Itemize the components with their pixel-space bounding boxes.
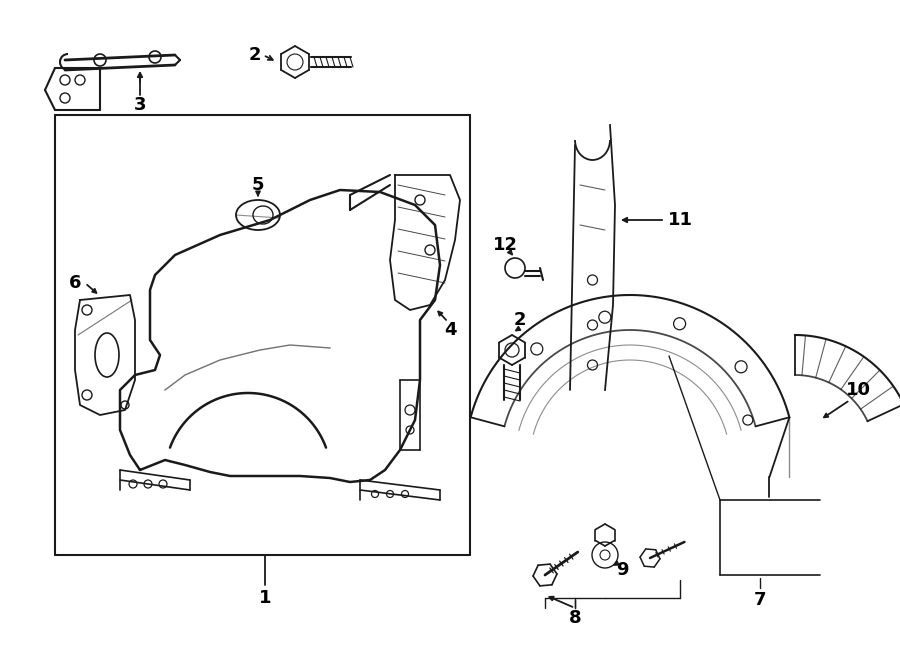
Text: 5: 5 xyxy=(252,176,265,194)
Text: 2: 2 xyxy=(514,311,526,329)
Text: 2: 2 xyxy=(248,46,261,64)
Text: 12: 12 xyxy=(492,236,517,254)
Text: 6: 6 xyxy=(68,274,81,292)
Text: 11: 11 xyxy=(668,211,692,229)
Text: 10: 10 xyxy=(845,381,870,399)
Text: 8: 8 xyxy=(569,609,581,627)
Text: 7: 7 xyxy=(754,591,766,609)
Text: 4: 4 xyxy=(444,321,456,339)
Text: 9: 9 xyxy=(616,561,628,579)
Text: 3: 3 xyxy=(134,96,146,114)
Text: 1: 1 xyxy=(259,589,271,607)
